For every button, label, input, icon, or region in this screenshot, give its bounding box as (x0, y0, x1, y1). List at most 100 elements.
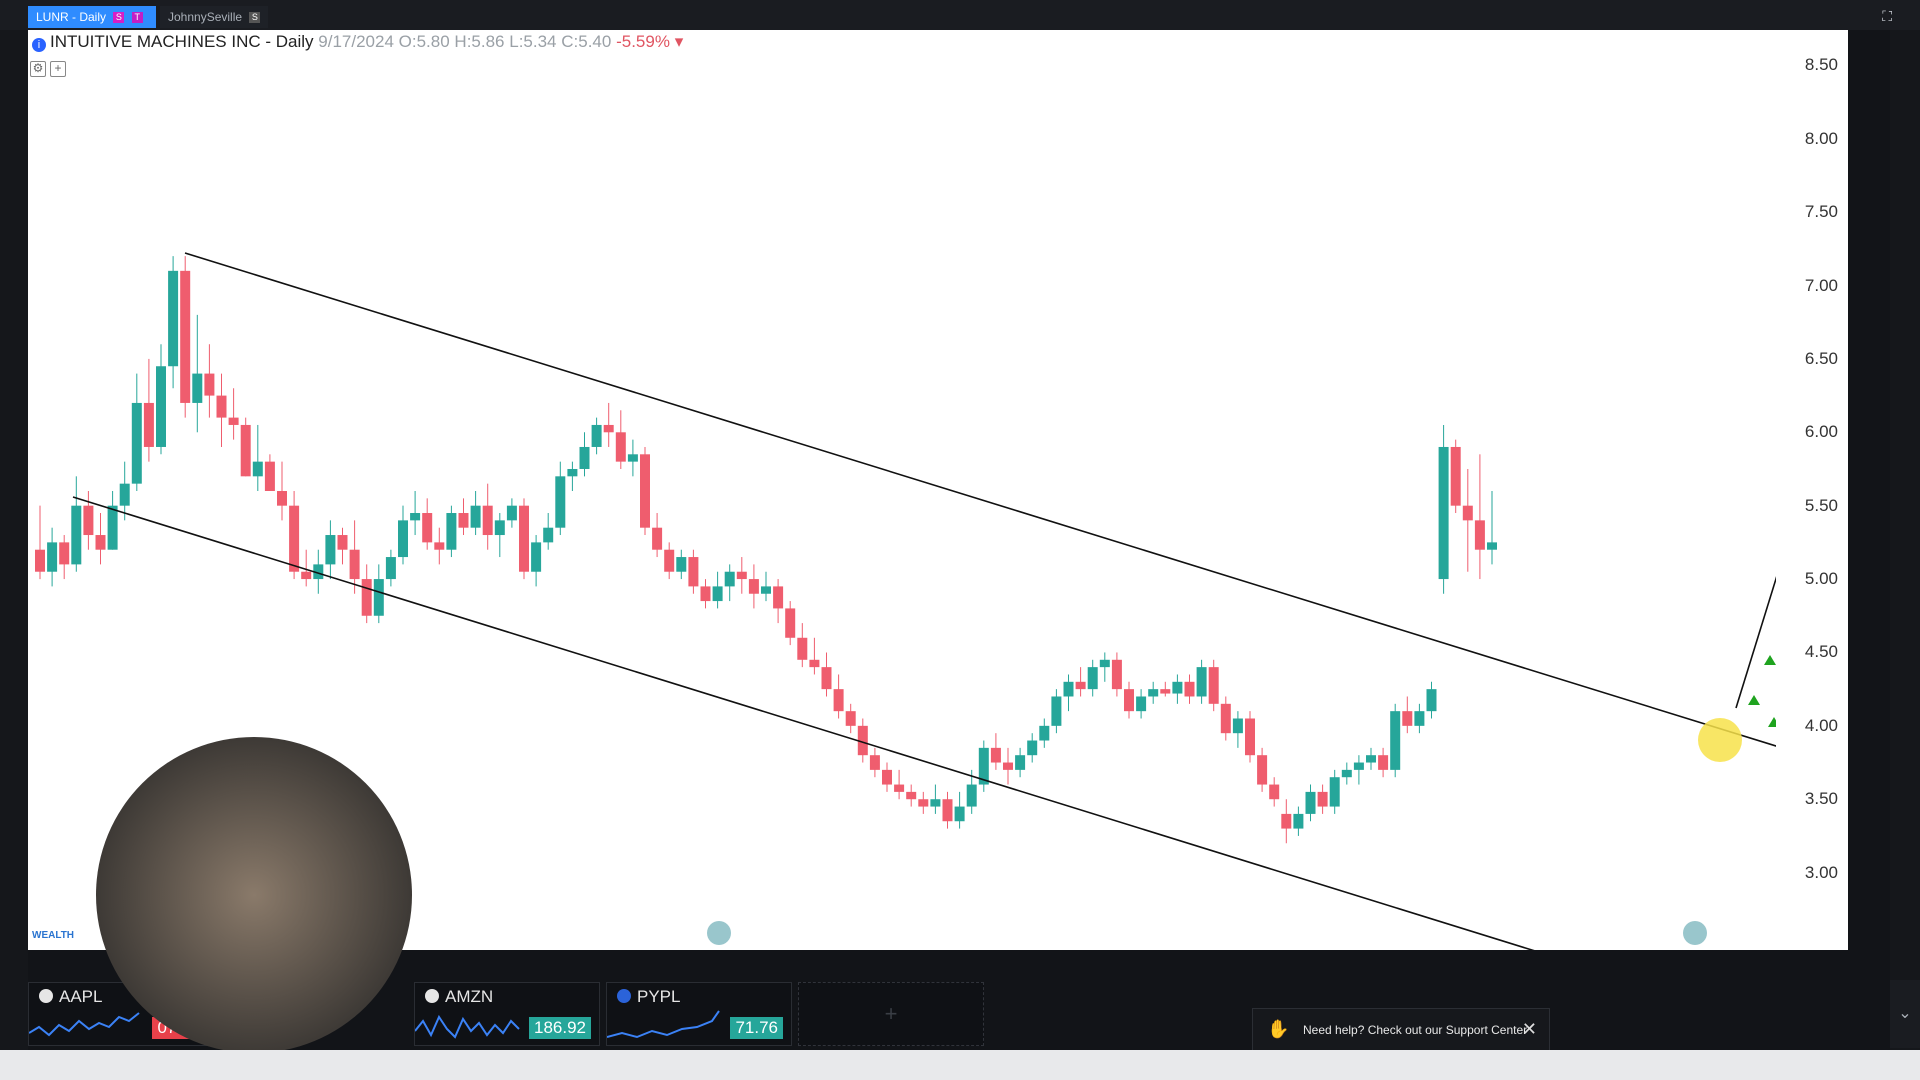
candle (373, 564, 384, 624)
settings-icon[interactable]: ⚙ (30, 61, 46, 77)
price-tick-label: 5.00 (1804, 569, 1838, 589)
candle (942, 791, 953, 829)
watchlist-card-pypl[interactable]: PYPL 71.76 (606, 982, 792, 1046)
tab-badge-s: S (249, 12, 261, 24)
add-indicator-icon[interactable]: + (50, 61, 66, 77)
candle (591, 417, 602, 455)
candle (1402, 696, 1413, 734)
candle (676, 549, 687, 580)
candle (361, 564, 372, 624)
brand-logo: WEALTH (32, 930, 75, 941)
candle (398, 505, 408, 565)
candle (289, 491, 300, 580)
candle (434, 527, 445, 565)
candle (688, 549, 699, 594)
tab-label: JohnnySeville (168, 10, 243, 24)
watchlist-symbol: AAPL (39, 987, 102, 1007)
candle (773, 579, 784, 624)
price-tick-label: 4.00 (1804, 715, 1838, 735)
candle (277, 461, 287, 521)
candle (240, 417, 251, 477)
open-value: O:5.80 (398, 32, 450, 51)
candle (385, 549, 396, 587)
candle (1184, 674, 1195, 704)
candle (143, 358, 154, 462)
candle (785, 601, 796, 646)
breakout-line[interactable] (1735, 482, 1776, 709)
lower-trendline[interactable] (72, 496, 1548, 950)
price-tick-label: 8.50 (1804, 55, 1838, 75)
candle (228, 388, 239, 440)
candle (821, 652, 832, 697)
chart-header: i INTUITIVE MACHINES INC - Daily 9/17/202… (32, 32, 683, 52)
candle (1075, 667, 1086, 697)
low-value: L:5.34 (509, 32, 557, 51)
candle (712, 571, 723, 609)
candle (1438, 424, 1449, 594)
candle (748, 564, 759, 609)
candle (204, 344, 215, 418)
tab-johnnyseville[interactable]: JohnnySeville S (160, 6, 269, 28)
amazon-icon (425, 989, 439, 1003)
candle (894, 769, 905, 800)
buy-signal-arrow (1748, 695, 1760, 705)
cursor-highlight (1698, 718, 1742, 762)
candle (1148, 681, 1159, 704)
candle (313, 549, 324, 594)
caret-down-icon[interactable]: ▾ (674, 32, 684, 51)
apple-icon (39, 989, 53, 1003)
candle (603, 402, 614, 447)
price-axis[interactable]: 8.50 8.00 7.50 7.00 6.50 6.00 5.50 5.00 4.50 4.00… (1776, 30, 1848, 950)
candle (47, 527, 58, 587)
watchlist-symbol: PYPL (617, 987, 680, 1007)
candle (531, 535, 542, 587)
price-tick-label: 8.00 (1804, 128, 1838, 148)
candle (1245, 711, 1255, 763)
price-tick-label: 3.00 (1804, 862, 1838, 882)
sparkline (29, 1012, 140, 1037)
tab-lunr-daily[interactable]: LUNR - Daily S T (28, 6, 156, 28)
info-icon[interactable]: i (32, 38, 46, 52)
wave-hand-icon: ✋ (1267, 1019, 1290, 1039)
candle (301, 549, 312, 587)
watchlist-card-amzn[interactable]: AMZN 186.92 (414, 982, 600, 1046)
chevron-down-icon[interactable]: ⌄ (1890, 980, 1920, 1048)
close-icon[interactable]: ✕ (1521, 1019, 1537, 1039)
candle (736, 557, 747, 594)
candle (1232, 711, 1243, 748)
candle (700, 579, 711, 609)
candle (882, 762, 892, 792)
candle (1353, 755, 1364, 785)
candle (337, 527, 348, 565)
candle (35, 505, 45, 580)
candle (180, 256, 191, 418)
support-toast[interactable]: ✋ Need help? Check out our Support Cente… (1252, 1008, 1550, 1052)
watchlist-price: 186.92 (529, 1017, 591, 1039)
event-marker[interactable] (1683, 921, 1707, 945)
candle (652, 513, 663, 558)
candle (869, 747, 880, 778)
buy-signal-arrow (1764, 655, 1776, 665)
event-marker[interactable] (707, 921, 731, 945)
tab-badge-s: S (113, 12, 125, 24)
candle (422, 498, 433, 550)
watchlist-add-card[interactable]: + (798, 982, 984, 1046)
candle (1257, 747, 1268, 792)
price-tick-label: 6.00 (1804, 422, 1838, 442)
candle (1027, 733, 1038, 763)
candle (930, 784, 941, 814)
candle (1160, 681, 1171, 697)
candle (349, 520, 360, 594)
candle (131, 373, 142, 491)
candle (664, 542, 675, 580)
candle (640, 446, 650, 536)
candle (906, 784, 917, 807)
fullscreen-icon[interactable]: ⛶ (1882, 8, 1892, 24)
bar-date: 9/17/2024 (318, 32, 394, 51)
price-tick-label: 5.50 (1804, 495, 1838, 515)
buy-signal-arrow (1768, 717, 1776, 727)
candle (1414, 703, 1425, 734)
candle (482, 483, 493, 550)
upper-trendline[interactable] (184, 252, 1776, 755)
candle (506, 498, 517, 528)
